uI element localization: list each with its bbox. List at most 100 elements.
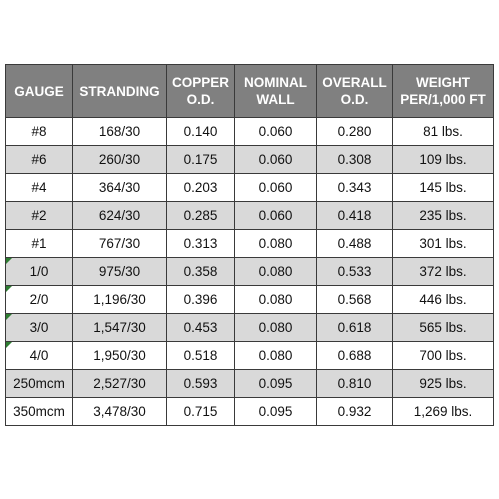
cell-copper-od: 0.175 — [166, 145, 235, 174]
cell-overall-od: 0.308 — [316, 145, 393, 174]
table-row: 3/0 1,547/30 0.453 0.080 0.618 565 lbs. — [5, 313, 494, 342]
cell-copper-od: 0.593 — [166, 369, 235, 398]
cell-copper-od: 0.203 — [166, 173, 235, 202]
table-row: 1/0 975/30 0.358 0.080 0.533 372 lbs. — [5, 257, 494, 286]
cell-overall-od: 0.280 — [316, 117, 393, 146]
cell-stranding: 260/30 — [72, 145, 167, 174]
cell-weight: 925 lbs. — [392, 369, 494, 398]
cell-gauge: #8 — [5, 117, 73, 146]
cell-nominal-wall: 0.060 — [234, 173, 317, 202]
table-row: 350mcm 3,478/30 0.715 0.095 0.932 1,269 … — [5, 397, 494, 426]
cell-nominal-wall: 0.095 — [234, 397, 317, 426]
cell-weight: 301 lbs. — [392, 229, 494, 258]
cell-stranding: 3,478/30 — [72, 397, 167, 426]
cell-overall-od: 0.810 — [316, 369, 393, 398]
cell-nominal-wall: 0.080 — [234, 229, 317, 258]
table-row: 250mcm 2,527/30 0.593 0.095 0.810 925 lb… — [5, 369, 494, 398]
cell-indicator-icon — [6, 342, 12, 348]
header-gauge: GAUGE — [5, 64, 73, 118]
header-line: WEIGHT — [416, 75, 470, 90]
cell-weight: 109 lbs. — [392, 145, 494, 174]
header-line: WALL — [256, 92, 295, 107]
cell-stranding: 1,196/30 — [72, 285, 167, 314]
cell-copper-od: 0.140 — [166, 117, 235, 146]
header-overall-od: OVERALL O.D. — [316, 64, 393, 118]
cell-copper-od: 0.285 — [166, 201, 235, 230]
cell-copper-od: 0.453 — [166, 313, 235, 342]
cell-copper-od: 0.358 — [166, 257, 235, 286]
cell-overall-od: 0.568 — [316, 285, 393, 314]
header-line: O.D. — [186, 92, 215, 107]
cell-nominal-wall: 0.095 — [234, 369, 317, 398]
cell-gauge: 1/0 — [5, 257, 73, 286]
table-row: 4/0 1,950/30 0.518 0.080 0.688 700 lbs. — [5, 341, 494, 370]
cell-overall-od: 0.618 — [316, 313, 393, 342]
cell-stranding: 975/30 — [72, 257, 167, 286]
cell-weight: 1,269 lbs. — [392, 397, 494, 426]
table-row: #1 767/30 0.313 0.080 0.488 301 lbs. — [5, 229, 494, 258]
cell-nominal-wall: 0.060 — [234, 145, 317, 174]
cell-gauge: 350mcm — [5, 397, 73, 426]
cell-copper-od: 0.518 — [166, 341, 235, 370]
cell-copper-od: 0.396 — [166, 285, 235, 314]
header-row: GAUGE STRANDING COPPER O.D. NOMINAL WALL O… — [5, 64, 494, 118]
cell-overall-od: 0.343 — [316, 173, 393, 202]
cell-overall-od: 0.488 — [316, 229, 393, 258]
cell-stranding: 2,527/30 — [72, 369, 167, 398]
cell-stranding: 767/30 — [72, 229, 167, 258]
cell-stranding: 1,547/30 — [72, 313, 167, 342]
cell-weight: 145 lbs. — [392, 173, 494, 202]
cell-stranding: 1,950/30 — [72, 341, 167, 370]
cell-nominal-wall: 0.080 — [234, 285, 317, 314]
cell-overall-od: 0.418 — [316, 201, 393, 230]
cell-nominal-wall: 0.080 — [234, 257, 317, 286]
header-line: GAUGE — [14, 83, 64, 99]
cell-gauge: 250mcm — [5, 369, 73, 398]
cell-gauge: 4/0 — [5, 341, 73, 370]
cell-indicator-icon — [6, 286, 12, 292]
header-nominal-wall: NOMINAL WALL — [234, 64, 317, 118]
cell-nominal-wall: 0.060 — [234, 117, 317, 146]
cell-overall-od: 0.932 — [316, 397, 393, 426]
cell-overall-od: 0.688 — [316, 341, 393, 370]
cell-nominal-wall: 0.060 — [234, 201, 317, 230]
header-line: O.D. — [340, 92, 369, 107]
header-line: STRANDING — [79, 83, 160, 99]
header-line: OVERALL — [322, 75, 387, 90]
cell-indicator-icon — [6, 314, 12, 320]
cell-indicator-icon — [6, 258, 12, 264]
cell-weight: 81 lbs. — [392, 117, 494, 146]
table-row: 2/0 1,196/30 0.396 0.080 0.568 446 lbs. — [5, 285, 494, 314]
cell-gauge: #1 — [5, 229, 73, 258]
cell-gauge-text: 4/0 — [29, 348, 49, 363]
table-row: #2 624/30 0.285 0.060 0.418 235 lbs. — [5, 201, 494, 230]
table-body: #8 168/30 0.140 0.060 0.280 81 lbs. #6 2… — [5, 117, 494, 426]
cell-nominal-wall: 0.080 — [234, 313, 317, 342]
cell-nominal-wall: 0.080 — [234, 341, 317, 370]
header-line: PER/1,000 FT — [400, 92, 486, 107]
cable-spec-table: GAUGE STRANDING COPPER O.D. NOMINAL WALL O… — [5, 64, 494, 426]
table-row: #6 260/30 0.175 0.060 0.308 109 lbs. — [5, 145, 494, 174]
cell-stranding: 168/30 — [72, 117, 167, 146]
header-copper-od: COPPER O.D. — [166, 64, 235, 118]
cell-gauge: #4 — [5, 173, 73, 202]
cell-gauge-text: 1/0 — [29, 264, 49, 279]
cell-gauge: 2/0 — [5, 285, 73, 314]
header-weight: WEIGHT PER/1,000 FT — [392, 64, 494, 118]
header-stranding: STRANDING — [72, 64, 167, 118]
header-line: COPPER — [171, 75, 229, 90]
cell-weight: 565 lbs. — [392, 313, 494, 342]
cell-gauge: #6 — [5, 145, 73, 174]
table-header: GAUGE STRANDING COPPER O.D. NOMINAL WALL O… — [5, 64, 494, 118]
cell-stranding: 624/30 — [72, 201, 167, 230]
cell-gauge-text: 2/0 — [29, 292, 49, 307]
cell-gauge: #2 — [5, 201, 73, 230]
table-row: #8 168/30 0.140 0.060 0.280 81 lbs. — [5, 117, 494, 146]
cell-gauge: 3/0 — [5, 313, 73, 342]
cell-overall-od: 0.533 — [316, 257, 393, 286]
cell-gauge-text: 3/0 — [29, 320, 49, 335]
cell-weight: 372 lbs. — [392, 257, 494, 286]
table-row: #4 364/30 0.203 0.060 0.343 145 lbs. — [5, 173, 494, 202]
cell-copper-od: 0.715 — [166, 397, 235, 426]
cell-copper-od: 0.313 — [166, 229, 235, 258]
